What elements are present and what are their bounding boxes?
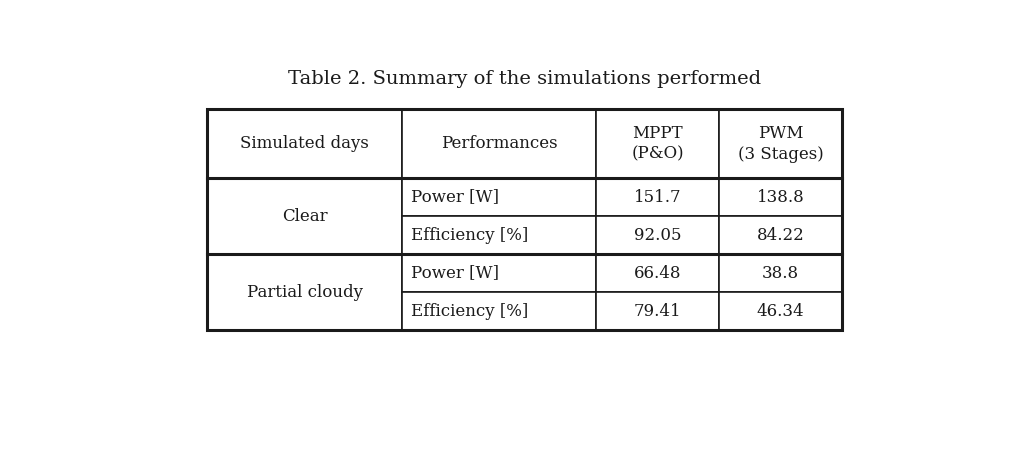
Text: 38.8: 38.8	[762, 265, 800, 282]
Bar	[401, 254, 596, 292]
Bar	[719, 254, 842, 292]
Text: 66.48: 66.48	[634, 265, 682, 282]
Text: 151.7: 151.7	[634, 188, 682, 206]
Bar	[401, 178, 596, 216]
Text: 46.34: 46.34	[757, 303, 805, 319]
Bar	[207, 109, 843, 330]
Text: Power [W]: Power [W]	[412, 265, 500, 282]
Text: 138.8: 138.8	[757, 188, 805, 206]
Text: Efficiency [%]: Efficiency [%]	[412, 303, 528, 319]
Bar	[596, 216, 719, 254]
Text: MPPT
(P&O): MPPT (P&O)	[632, 125, 684, 163]
Text: PWM
(3 Stages): PWM (3 Stages)	[738, 125, 823, 163]
Bar	[207, 109, 401, 178]
Bar	[207, 178, 401, 254]
Bar	[401, 109, 596, 178]
Bar	[401, 216, 596, 254]
Bar	[719, 216, 842, 254]
Text: Clear: Clear	[282, 207, 328, 224]
Bar	[401, 292, 596, 330]
Text: 79.41: 79.41	[634, 303, 682, 319]
Bar	[719, 109, 842, 178]
Text: 92.05: 92.05	[634, 227, 682, 244]
Text: Partial cloudy: Partial cloudy	[247, 283, 362, 301]
Bar	[207, 254, 401, 330]
Text: Performances: Performances	[440, 135, 557, 152]
Bar	[596, 178, 719, 216]
Text: 84.22: 84.22	[757, 227, 805, 244]
Text: Efficiency [%]: Efficiency [%]	[412, 227, 528, 244]
Bar	[596, 109, 719, 178]
Bar	[719, 292, 842, 330]
Bar	[596, 292, 719, 330]
Text: Simulated days: Simulated days	[241, 135, 369, 152]
Bar	[719, 178, 842, 216]
Text: Power [W]: Power [W]	[412, 188, 500, 206]
Bar	[596, 254, 719, 292]
Text: Table 2. Summary of the simulations performed: Table 2. Summary of the simulations perf…	[288, 70, 762, 89]
